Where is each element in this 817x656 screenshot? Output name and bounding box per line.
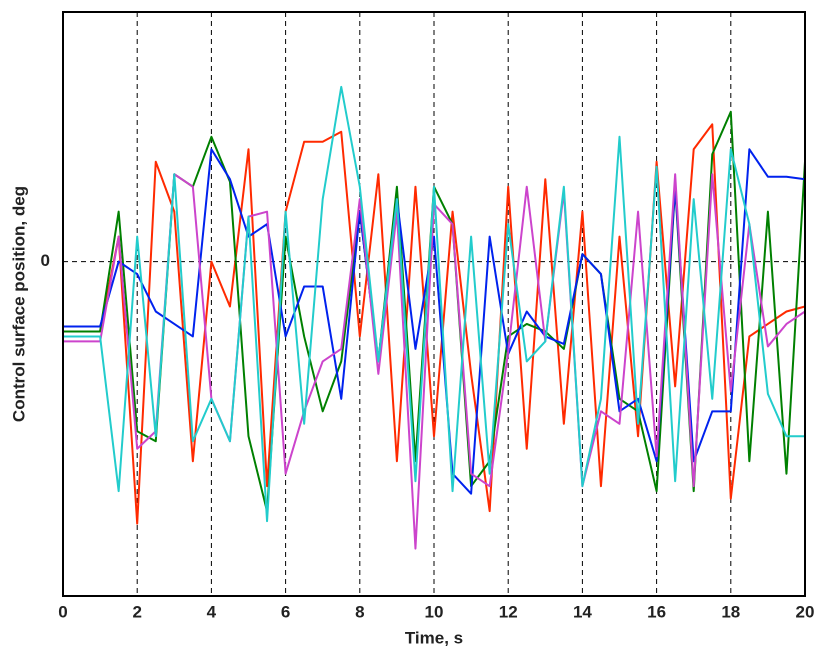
plot-frame <box>62 11 806 597</box>
x-tick-label: 8 <box>355 602 364 621</box>
x-tick-label: 6 <box>281 602 290 621</box>
x-tick-label: 16 <box>647 602 666 621</box>
x-tick-label: 0 <box>58 602 67 621</box>
series-line <box>63 173 806 550</box>
x-axis-label: Time, s <box>405 628 463 647</box>
x-tick-label: 12 <box>499 602 518 621</box>
x-tick-label: 10 <box>425 602 444 621</box>
y-tick-label: 0 <box>41 251 50 270</box>
x-tick-label: 18 <box>721 602 740 621</box>
series-line <box>63 123 806 525</box>
y-axis-label: Control surface position, deg <box>9 186 28 422</box>
x-tick-label: 14 <box>573 602 592 621</box>
x-tick-label: 4 <box>207 602 217 621</box>
x-tick-label: 20 <box>796 602 815 621</box>
x-tick-label: 2 <box>132 602 141 621</box>
series-line <box>63 85 805 523</box>
